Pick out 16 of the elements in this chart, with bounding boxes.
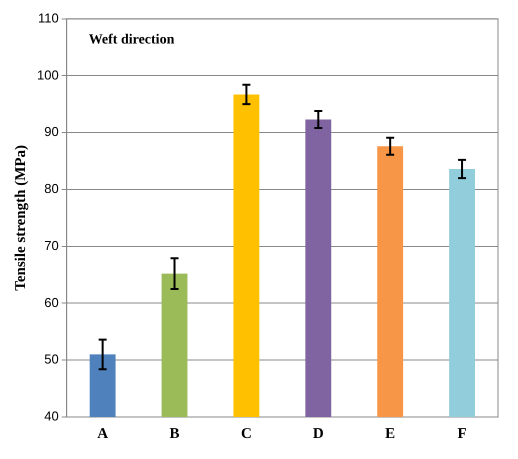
x-tick-label: C — [240, 426, 252, 442]
x-tick-label: B — [170, 426, 180, 442]
y-tick-label: 50 — [44, 352, 59, 367]
x-tick-label: E — [385, 426, 396, 442]
y-tick-label: 60 — [44, 294, 59, 310]
text: Weft direction — [88, 32, 175, 48]
y-tick-label: 70 — [44, 238, 59, 253]
y-tick-label: 90 — [44, 124, 59, 140]
y-tick-label: 100 — [36, 67, 59, 82]
y-tick-label: 110 — [38, 10, 59, 26]
x-tick-label: A — [97, 426, 108, 442]
y-axis-title: Tensile strength (MPa) — [12, 144, 29, 291]
y-tick-label: 40 — [44, 408, 59, 424]
y-tick-label: 80 — [44, 181, 59, 196]
x-tick-label: F — [457, 426, 467, 442]
x-tick-label: D — [312, 426, 324, 442]
